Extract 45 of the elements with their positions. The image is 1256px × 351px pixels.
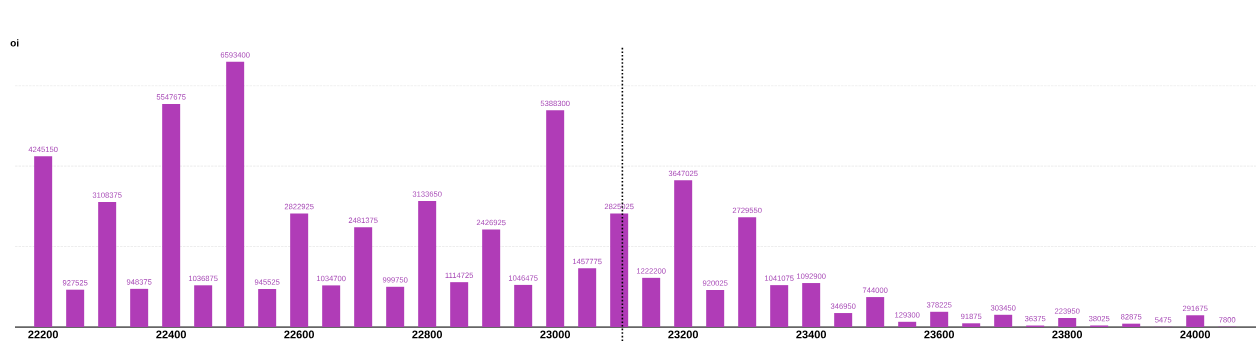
text: oi [10, 39, 19, 47]
bar [162, 103, 181, 327]
bar [834, 313, 853, 327]
bar [130, 288, 149, 327]
bar [226, 61, 245, 327]
bar [706, 290, 725, 327]
bar [322, 285, 341, 327]
bar [354, 227, 373, 327]
bar [34, 156, 53, 327]
x-tick-label: 23600 [924, 330, 955, 339]
bar [674, 180, 693, 327]
bar [450, 282, 469, 327]
bar [66, 289, 85, 327]
bar [994, 314, 1013, 327]
bar [738, 217, 757, 327]
bar [930, 311, 949, 327]
x-tick-label: 23200 [668, 330, 699, 339]
bar [482, 229, 501, 327]
bar [1122, 323, 1141, 327]
bar [962, 323, 981, 327]
bar [546, 110, 565, 327]
x-tick-label: 22600 [284, 330, 314, 339]
bar [642, 277, 661, 327]
x-tick-label: 22400 [156, 330, 186, 339]
x-tick-label: 22800 [412, 330, 442, 339]
bar [418, 200, 437, 327]
bar [290, 213, 309, 327]
bar [802, 283, 821, 327]
bar [1186, 315, 1205, 327]
x-tick-label: 24000 [1180, 330, 1211, 339]
x-tick-label: 23400 [796, 330, 827, 339]
bar [386, 286, 405, 327]
bar [866, 297, 885, 327]
bar [1058, 317, 1077, 327]
bar [770, 285, 789, 327]
x-tick-label: 23800 [1052, 330, 1083, 339]
bar [514, 284, 533, 327]
x-tick-label: 23000 [540, 330, 571, 339]
x-tick-label: 22200 [28, 330, 58, 339]
bar [610, 213, 629, 327]
bar [258, 288, 277, 327]
bar [578, 268, 597, 327]
bar [194, 285, 213, 327]
bar [98, 201, 117, 327]
bar [898, 321, 917, 327]
